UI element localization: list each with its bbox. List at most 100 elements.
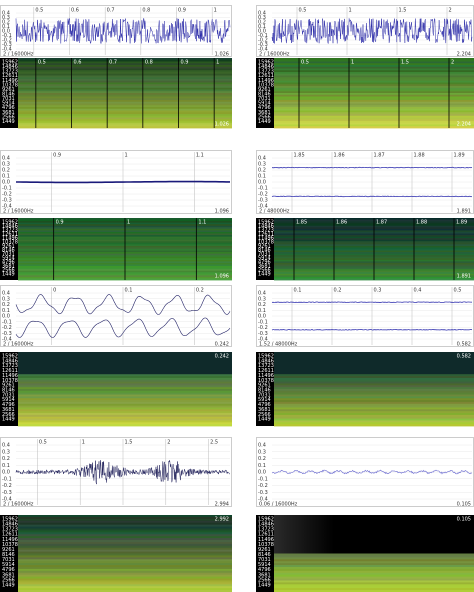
spectrogram-band — [274, 578, 474, 581]
spectrogram-band — [18, 561, 232, 564]
y-label: -0.4 — [258, 497, 268, 503]
waveform — [15, 460, 230, 485]
freq-label: 8146 — [258, 552, 271, 558]
spectrogram-band — [18, 541, 232, 545]
time-tick: 1.87 — [374, 153, 385, 159]
y-label: 0.1 — [2, 308, 10, 314]
time-tick: 0.1 — [125, 288, 133, 294]
freq-label: 8146 — [2, 248, 15, 254]
freq-label: 13723 — [258, 228, 274, 234]
spectrogram-band — [18, 121, 232, 124]
y-label: 0.3 — [2, 296, 10, 302]
spectrogram-band — [18, 68, 232, 71]
freq-label: 8146 — [2, 388, 15, 394]
spectrogram-band — [274, 66, 474, 69]
freq-label: 11496 — [258, 78, 274, 84]
spectrogram-band — [274, 396, 474, 399]
y-label: 0.1 — [258, 24, 266, 30]
spectrogram-band — [18, 65, 232, 68]
y-label: 0.1 — [2, 463, 10, 469]
y-label: -0.1 — [2, 33, 12, 39]
y-label: 0.4 — [258, 156, 266, 162]
freq-label: 9261 — [258, 547, 271, 553]
freq-label: 9261 — [258, 244, 271, 250]
spectrogram-band — [274, 568, 474, 572]
freq-label: 8146 — [258, 248, 271, 254]
spectrogram-band — [18, 101, 232, 104]
spectrogram-band — [274, 553, 474, 556]
spec-tick: 0.7 — [109, 60, 117, 66]
freq-label: 13723 — [2, 228, 18, 234]
freq-label: 2566 — [258, 114, 271, 120]
freq-label: 9261 — [2, 244, 15, 250]
spectrogram-band — [18, 108, 232, 111]
freq-label: 12611 — [258, 232, 274, 238]
spectrogram-band — [18, 524, 232, 527]
time-tick: 0.3 — [374, 288, 382, 294]
freq-label: 3681 — [258, 572, 271, 578]
freq-label: 13723 — [2, 363, 18, 369]
spectrogram-band — [18, 392, 232, 395]
freq-label: 15962 — [2, 220, 18, 226]
y-label: -0.2 — [258, 483, 268, 489]
y-label: -0.2 — [258, 325, 268, 331]
time-tick: 0.8 — [142, 8, 150, 14]
spectrogram-band — [274, 84, 474, 87]
spectrogram-band — [274, 91, 474, 94]
spec-end-time: 0.242 — [215, 354, 229, 360]
sample-info: 2 / 16000Hz — [259, 52, 290, 58]
y-label: 0.4 — [258, 443, 266, 449]
spectrogram-band — [274, 383, 474, 386]
freq-label: 13723 — [2, 527, 18, 533]
end-time: 1.891 — [457, 209, 471, 215]
spectrogram-band — [18, 570, 232, 574]
time-tick: 0.4 — [414, 288, 422, 294]
freq-label: 3681 — [2, 110, 15, 116]
y-label: 0.0 — [258, 29, 266, 35]
spectrogram-band — [274, 557, 474, 560]
spectrogram-band — [18, 553, 232, 556]
spectrogram-band — [274, 424, 474, 427]
y-label: -0.4 — [2, 337, 12, 343]
freq-label: 5914 — [2, 397, 15, 403]
spectrogram-band — [274, 570, 474, 574]
spectrogram-band — [274, 390, 474, 394]
spectrogram-band — [274, 117, 474, 120]
spectrogram-band — [274, 379, 474, 382]
spectrogram-band — [18, 584, 232, 587]
spectrogram-band — [274, 580, 474, 583]
freq-axis — [256, 352, 274, 426]
freq-label: 13723 — [258, 527, 274, 533]
spectrogram-band — [274, 582, 474, 585]
spectrogram-band — [18, 105, 232, 108]
y-label: -0.3 — [2, 490, 12, 496]
spectrogram-band — [274, 112, 474, 115]
waveform — [271, 195, 473, 198]
freq-label: 15962 — [2, 354, 18, 360]
freq-label: 9261 — [258, 383, 271, 389]
freq-label: 12611 — [2, 232, 18, 238]
spec-tick: 1 — [216, 60, 219, 66]
spectrogram-band — [18, 385, 232, 388]
spectrogram-band — [18, 79, 232, 82]
spectrogram-band — [18, 70, 232, 73]
spectrogram-band — [18, 379, 232, 382]
spectrogram-band — [18, 576, 232, 579]
spectrogram-band — [274, 79, 474, 82]
freq-label: 9261 — [2, 87, 15, 93]
spectrogram-band — [18, 547, 232, 551]
spectrogram-band — [274, 385, 474, 388]
spectrogram-band — [18, 407, 232, 410]
spec-tick: 1.87 — [376, 220, 387, 226]
y-label: 0.1 — [258, 308, 266, 314]
freq-label: 9261 — [2, 383, 15, 389]
spectrogram-band — [18, 396, 232, 399]
freq-label: 15962 — [2, 517, 18, 523]
y-label: 0.1 — [2, 24, 10, 30]
spectrogram-band — [18, 578, 232, 581]
spectrogram-band — [274, 122, 474, 125]
spectrogram-band — [274, 409, 474, 412]
spectrogram-band — [18, 515, 232, 518]
spectrogram-band — [18, 93, 232, 96]
spectrogram-band — [274, 398, 474, 401]
